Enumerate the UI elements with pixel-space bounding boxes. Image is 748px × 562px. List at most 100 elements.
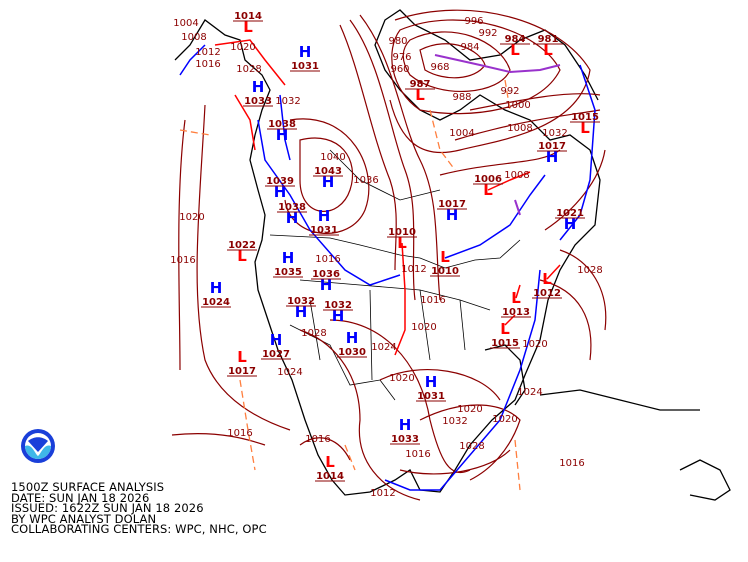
isobar-label: 1028 bbox=[577, 265, 602, 276]
isobar-label: 1036 bbox=[353, 175, 378, 186]
center-pressure-value: 1013 bbox=[502, 307, 530, 318]
cold-front bbox=[257, 119, 401, 286]
center-letter: H bbox=[299, 43, 312, 61]
center-letter: H bbox=[399, 416, 412, 434]
center-pressure-value: 1017 bbox=[538, 141, 566, 152]
center-pressure-value: 1030 bbox=[338, 347, 366, 358]
center-pressure-value: 1032 bbox=[324, 300, 352, 311]
center-letter: H bbox=[252, 78, 265, 96]
center-letter: H bbox=[270, 331, 283, 349]
center-pressure-value: 1032 bbox=[287, 296, 315, 307]
isobar-label: 1020 bbox=[492, 414, 517, 425]
center-pressure-value: 1015 bbox=[571, 112, 599, 123]
isobar-label: 1016 bbox=[305, 434, 330, 445]
center-letter: H bbox=[286, 209, 299, 227]
center-letter: L bbox=[500, 320, 510, 338]
isobar-label: 988 bbox=[452, 92, 471, 103]
center-letter: H bbox=[332, 307, 345, 325]
center-pressure-value: 1027 bbox=[262, 349, 290, 360]
center-letter: L bbox=[511, 289, 521, 307]
center-pressure-value: 1038 bbox=[278, 202, 306, 213]
center-letter: L bbox=[325, 453, 335, 471]
warm-front bbox=[487, 171, 531, 191]
center-letter: L bbox=[237, 348, 247, 366]
isobar-labels: 1004100810121016102010281032996992984980… bbox=[170, 16, 602, 499]
center-pressure-value: 1024 bbox=[202, 297, 230, 308]
center-letter: L bbox=[440, 248, 450, 266]
isobar-label: 1020 bbox=[411, 322, 436, 333]
center-letter: L bbox=[542, 270, 552, 288]
center-letter: H bbox=[318, 207, 331, 225]
center-letter: H bbox=[276, 126, 289, 144]
center-letter: H bbox=[320, 276, 333, 294]
isobar-label: 1020 bbox=[179, 212, 204, 223]
caption-issued: ISSUED: 1622Z SUN JAN 18 2026 bbox=[11, 501, 204, 516]
isobar-label: 1008 bbox=[504, 170, 529, 181]
isobar-label: 968 bbox=[430, 62, 449, 73]
center-pressure-value: 1006 bbox=[474, 174, 502, 185]
center-letter: H bbox=[295, 303, 308, 321]
isobar-label: 1032 bbox=[275, 96, 300, 107]
caption-date: DATE: SUN JAN 18 2026 bbox=[11, 490, 150, 505]
warm-front bbox=[214, 39, 286, 86]
caption-title: 1500Z SURFACE ANALYSIS bbox=[11, 480, 165, 494]
center-letter: L bbox=[543, 41, 553, 59]
center-pressure-value: 1022 bbox=[228, 240, 256, 251]
center-letter: H bbox=[282, 249, 295, 267]
isobar-label: 960 bbox=[390, 64, 409, 75]
pressure-centers: L1014H1031L987L984L981H1033H1038H1043H10… bbox=[201, 11, 600, 482]
isobar-label: 1016 bbox=[315, 254, 340, 265]
center-letter: L bbox=[483, 181, 493, 199]
center-letter: L bbox=[580, 119, 590, 137]
center-letter: L bbox=[237, 247, 247, 265]
center-pressure-value: 1015 bbox=[491, 338, 519, 349]
isobar-label: 1028 bbox=[301, 328, 326, 339]
center-pressure-value: 1021 bbox=[556, 208, 584, 219]
center-letter: L bbox=[243, 18, 253, 36]
center-letter: L bbox=[510, 41, 520, 59]
center-pressure-value: 1017 bbox=[228, 366, 256, 377]
isobar-label: 1024 bbox=[517, 387, 542, 398]
troughs bbox=[179, 79, 521, 491]
isobar-label: 1020 bbox=[457, 404, 482, 415]
center-pressure-value: 987 bbox=[410, 79, 431, 90]
isobar-label: 1016 bbox=[405, 449, 430, 460]
center-pressure-value: 981 bbox=[538, 34, 559, 45]
center-pressure-value: 1038 bbox=[268, 119, 296, 130]
center-letter: H bbox=[546, 148, 559, 166]
center-pressure-value: 1031 bbox=[310, 225, 338, 236]
isobar-label: 1024 bbox=[277, 367, 302, 378]
center-pressure-value: 1031 bbox=[291, 61, 319, 72]
cold-front bbox=[444, 174, 546, 259]
isobar-label: 1012 bbox=[370, 488, 395, 499]
center-pressure-value: 1039 bbox=[266, 176, 294, 187]
isobar-label: 1020 bbox=[389, 373, 414, 384]
occluded-front bbox=[514, 199, 521, 216]
isobar-label: 1000 bbox=[505, 100, 530, 111]
isobar-label: 1032 bbox=[542, 128, 567, 139]
center-pressure-value: 1010 bbox=[388, 227, 416, 238]
warm-front bbox=[394, 242, 406, 356]
isobar-label: 992 bbox=[500, 86, 519, 97]
isobar-label: 980 bbox=[388, 36, 407, 47]
isobar-label: 996 bbox=[464, 16, 483, 27]
isobar-label: 1016 bbox=[420, 295, 445, 306]
